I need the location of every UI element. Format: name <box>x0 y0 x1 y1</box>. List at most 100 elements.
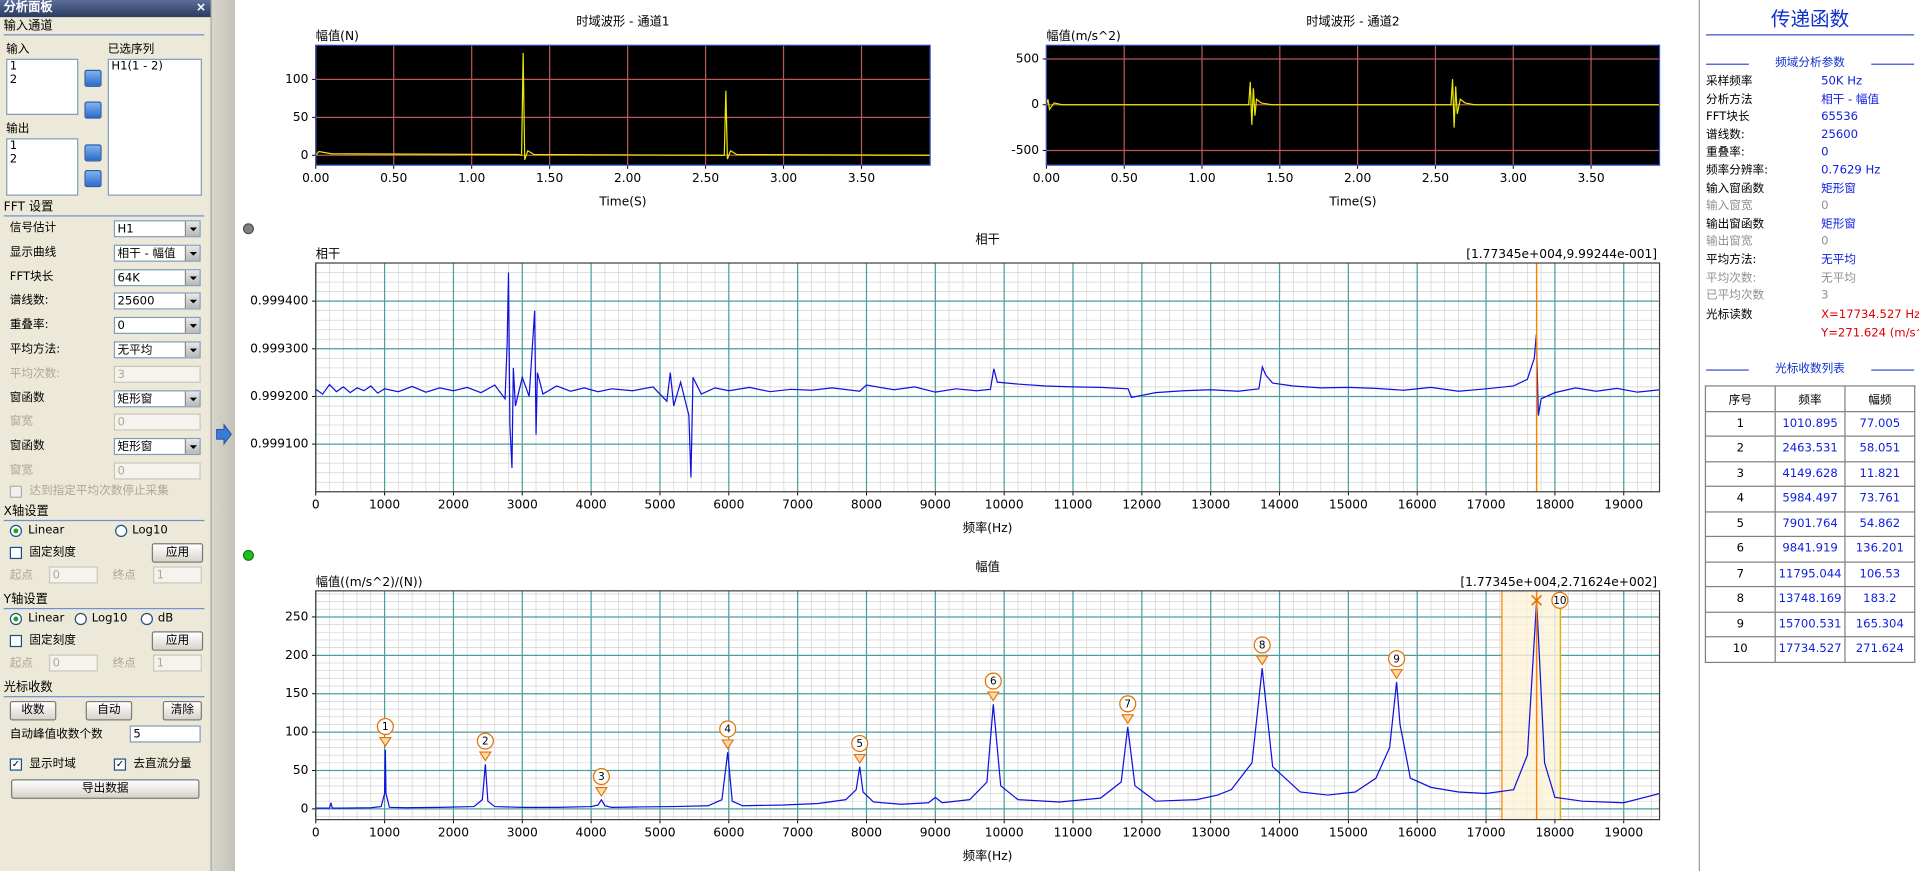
dropdown[interactable]: 0 <box>113 317 201 335</box>
x-tick-label: 9000 <box>920 498 951 512</box>
start-input[interactable]: 0 <box>48 654 98 672</box>
y-axis-label: 幅值(N) <box>316 28 359 43</box>
marker-point <box>478 751 492 762</box>
dropdown[interactable]: 64K <box>113 268 201 286</box>
series-line <box>1046 79 1660 128</box>
table-row[interactable]: 6 9841.919 136.201 <box>1704 535 1916 563</box>
param-value: 相干 - 幅值 <box>1821 92 1880 106</box>
clear-button[interactable]: 清除 <box>162 700 202 721</box>
param-value: 0 <box>1821 146 1829 160</box>
table-row[interactable]: 9 15700.531 165.304 <box>1704 611 1916 638</box>
add-all-button[interactable] <box>84 101 102 119</box>
text-input[interactable]: 3 <box>113 365 201 383</box>
table-row[interactable]: 8 13748.169 183.2 <box>1704 585 1916 613</box>
x-tick-label: 1.00 <box>458 171 485 185</box>
radio[interactable] <box>74 612 87 626</box>
dropdown[interactable]: 25600 <box>113 292 201 310</box>
marker-badge <box>1253 636 1271 654</box>
x-tick-label: 2.00 <box>614 171 641 185</box>
x-tick-label: 1000 <box>369 826 400 840</box>
table-row[interactable]: 1 1010.895 77.005 <box>1704 410 1916 437</box>
dropdown[interactable]: 矩形窗 <box>113 389 201 407</box>
divider <box>1706 34 1915 36</box>
param-label: 分析方法 <box>1706 92 1753 106</box>
add-button[interactable] <box>84 69 102 87</box>
param-value: 无平均 <box>1821 271 1856 285</box>
value: H1 <box>117 222 134 237</box>
checkbox[interactable] <box>9 546 23 560</box>
selected-list[interactable]: H1(1 - 2) <box>107 58 202 196</box>
table-cell: 5984.497 <box>1774 485 1846 512</box>
label: Linear <box>28 611 65 626</box>
marker-point <box>594 787 608 798</box>
end-input[interactable]: 1 <box>152 654 202 672</box>
text-input[interactable]: 0 <box>113 413 201 432</box>
checkbox[interactable]: ✓ <box>9 758 23 771</box>
remove-button[interactable] <box>84 144 102 162</box>
radio[interactable] <box>9 524 23 538</box>
dropdown[interactable]: 矩形窗 <box>113 438 201 456</box>
checkbox[interactable] <box>9 634 23 648</box>
checkbox[interactable]: ✓ <box>113 758 127 771</box>
x-tick-label: 7000 <box>782 826 813 840</box>
param-label: 重叠率: <box>1706 146 1745 160</box>
value: 相干 - 幅值 <box>117 246 176 261</box>
list-item[interactable]: H1(1 - 2) <box>111 59 163 74</box>
x-tick-label: 8000 <box>851 826 882 840</box>
y-tick-label: 0.999100 <box>250 437 308 451</box>
dropdown-arrow <box>184 245 200 261</box>
table-row[interactable]: 7 11795.044 106.53 <box>1704 560 1916 588</box>
table-row[interactable]: 4 5984.497 73.761 <box>1704 485 1916 512</box>
end-input[interactable]: 1 <box>152 566 202 584</box>
radio[interactable] <box>140 612 153 626</box>
label: 输入 <box>6 42 30 57</box>
y-tick-label: 100 <box>285 725 308 739</box>
text-input[interactable]: 0 <box>113 462 201 480</box>
label: Linear <box>28 523 65 538</box>
x-tick-label: 0 <box>312 498 320 512</box>
auto-button[interactable]: 自动 <box>85 700 133 721</box>
x-tick-label: 4000 <box>576 826 607 840</box>
table-row[interactable]: 5 7901.764 54.862 <box>1704 510 1916 538</box>
list-item[interactable]: 1 <box>9 139 18 153</box>
dropdown[interactable]: H1 <box>113 220 201 238</box>
marker-badge <box>851 734 869 753</box>
marker-badge <box>592 767 610 786</box>
remove-all-button[interactable] <box>84 170 102 188</box>
checkbox[interactable] <box>9 485 23 498</box>
table-row[interactable]: 2 2463.531 58.051 <box>1704 435 1916 462</box>
table-cell: 183.2 <box>1844 585 1916 613</box>
close-button[interactable]: × <box>195 1 207 15</box>
table-cell: 1 <box>1704 410 1776 437</box>
table-cell: 3 <box>1704 460 1776 487</box>
dropdown[interactable]: 无平均 <box>113 341 201 359</box>
list-item[interactable]: 2 <box>9 73 18 87</box>
header-row: 序号 频率 幅频 <box>1704 385 1916 412</box>
apply-button[interactable]: 应用 <box>151 631 204 651</box>
splitter[interactable] <box>211 0 235 871</box>
label: 平均方法: <box>9 342 61 356</box>
x-tick-label: 14000 <box>1260 498 1299 512</box>
table-row[interactable]: 10 17734.527 271.624 <box>1704 636 1916 663</box>
header-cell: 幅频 <box>1844 385 1916 412</box>
peak-count-input[interactable]: 5 <box>129 725 201 743</box>
table-row[interactable]: 3 4149.628 11.821 <box>1704 460 1916 487</box>
collect-button[interactable]: 收数 <box>9 700 57 721</box>
y-tick-label: -500 <box>1011 143 1039 157</box>
list-item[interactable]: 1 <box>9 59 18 74</box>
dropdown[interactable]: 相干 - 幅值 <box>113 244 201 262</box>
list-item[interactable]: 2 <box>9 152 18 167</box>
series-line <box>315 52 931 161</box>
x-tick-label: 2.50 <box>1422 171 1449 185</box>
export-button[interactable]: 导出数据 <box>11 779 200 799</box>
marker-point <box>986 691 1000 702</box>
x-tick-label: 2.50 <box>692 171 719 185</box>
apply-button[interactable]: 应用 <box>151 543 204 563</box>
radio[interactable] <box>115 524 128 538</box>
radio[interactable] <box>9 612 23 626</box>
dropdown-arrow <box>184 318 200 333</box>
start-input[interactable]: 0 <box>48 566 98 584</box>
